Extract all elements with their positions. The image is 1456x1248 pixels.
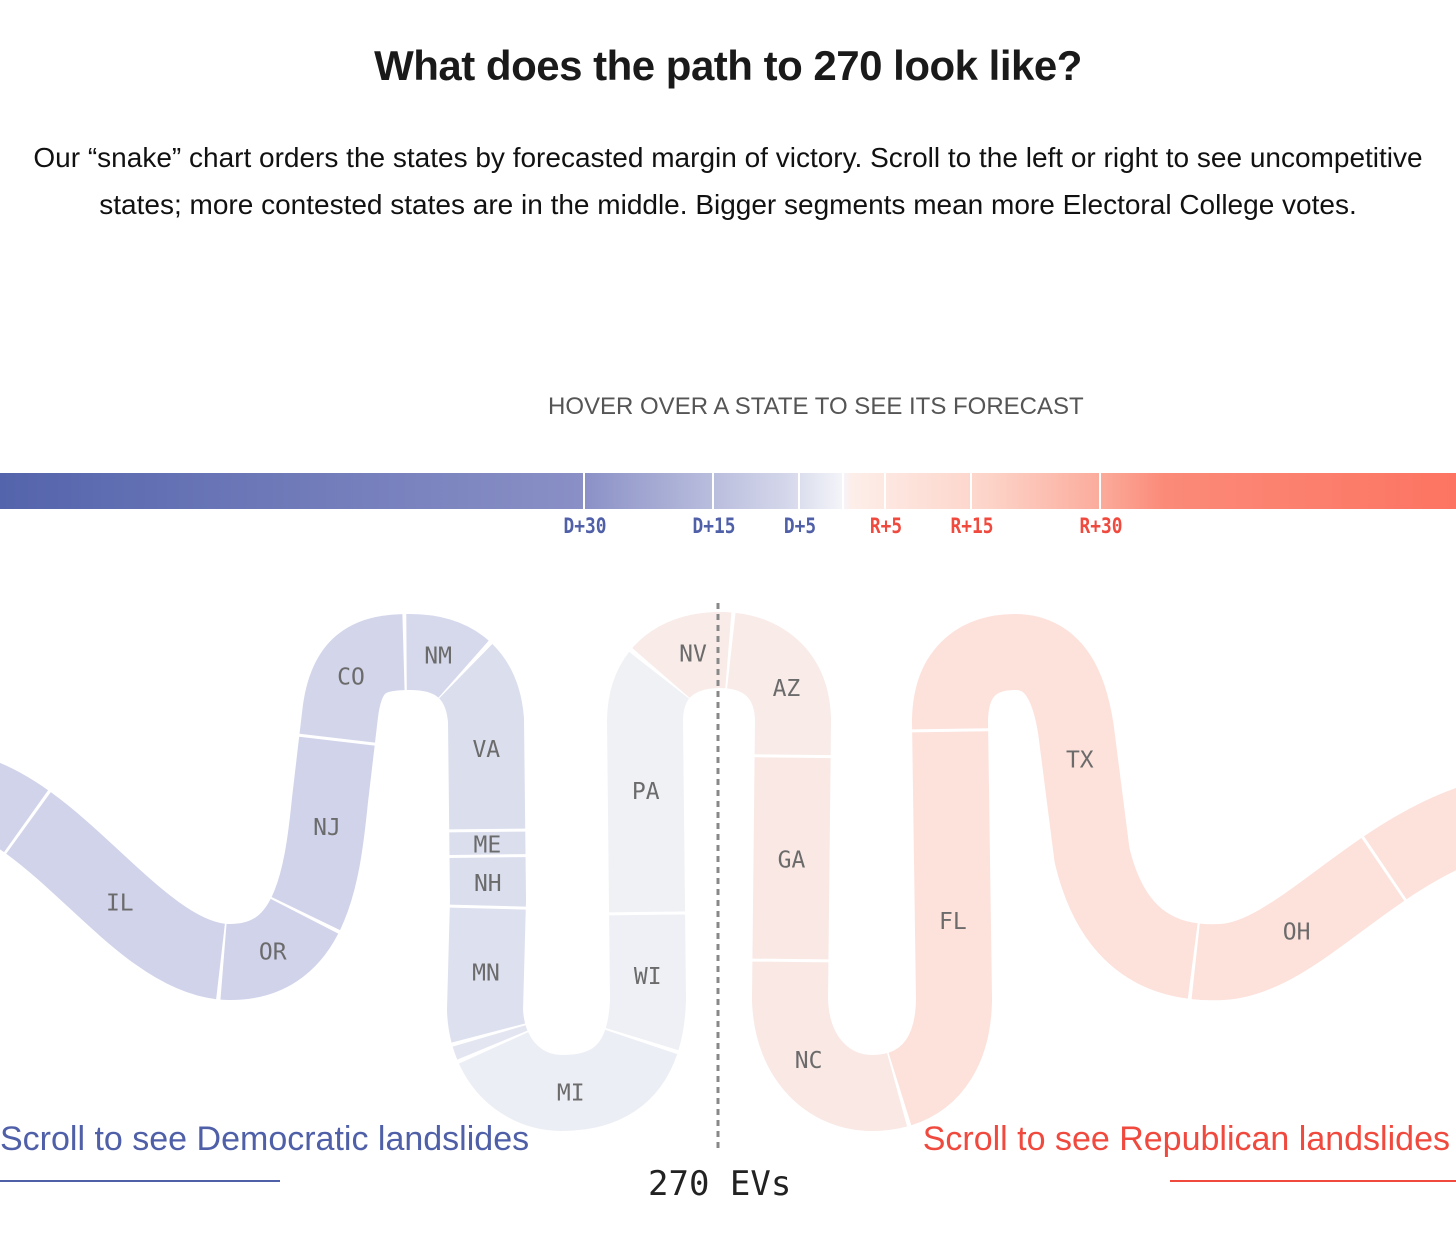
state-label: TX: [1066, 748, 1094, 774]
state-label: ME: [474, 833, 502, 859]
scroll-left-link[interactable]: Scroll to see Democratic landslides: [0, 1120, 530, 1158]
scale-divider: [583, 473, 585, 509]
state-label: NC: [795, 1048, 823, 1074]
state-label: MN: [472, 960, 500, 986]
state-label: OH: [1283, 919, 1311, 945]
scale-divider: [884, 473, 886, 509]
scroll-right-link[interactable]: Scroll to see Republican landslides: [922, 1120, 1450, 1158]
state-segment[interactable]: [0, 611, 1456, 1132]
state-segment-fl[interactable]: [0, 611, 1456, 1132]
margin-color-scale: [0, 473, 1456, 509]
state-label: IL: [106, 891, 134, 917]
scale-divider: [842, 473, 844, 509]
state-label: FL: [939, 909, 967, 935]
scale-tick-label: D+30: [563, 514, 607, 538]
scale-divider: [970, 473, 972, 509]
state-segment-wi[interactable]: [0, 611, 1456, 1132]
state-segment[interactable]: [0, 611, 1456, 1132]
state-segment-mn[interactable]: [0, 611, 1456, 1132]
state-label: NM: [424, 644, 452, 670]
state-segment-nj[interactable]: [0, 611, 1456, 1132]
scale-divider: [712, 473, 714, 509]
scale-divider: [1099, 473, 1101, 509]
scale-divider: [798, 473, 800, 509]
state-segment-va[interactable]: [0, 611, 1456, 1132]
page-title: What does the path to 270 look like?: [374, 42, 1082, 89]
state-segment-oh[interactable]: [0, 611, 1456, 1132]
scale-tick-label: D+5: [783, 514, 817, 538]
state-segment-co[interactable]: [0, 611, 1456, 1132]
state-label: CO: [337, 664, 365, 690]
scale-tick-label: R+30: [1079, 514, 1123, 538]
state-segment-me[interactable]: [0, 611, 1456, 1132]
hover-prompt: HOVER OVER A STATE TO SEE ITS FORECAST: [548, 393, 1084, 420]
description: Our “snake” chart orders the states by f…: [33, 142, 1423, 220]
state-label: MI: [557, 1081, 585, 1107]
state-label: OR: [259, 939, 287, 965]
state-segment-nv[interactable]: [0, 611, 1456, 1132]
state-segment-il[interactable]: [0, 611, 1456, 1132]
scale-tick-label: D+15: [692, 514, 736, 538]
state-label: GA: [778, 847, 806, 873]
state-label: AZ: [773, 676, 801, 702]
state-segment-az[interactable]: [0, 611, 1456, 1132]
state-label: WI: [634, 964, 662, 990]
state-segment-nm[interactable]: [0, 611, 1456, 1132]
scale-tick-label: R+5: [869, 514, 903, 538]
state-segment[interactable]: [0, 611, 1456, 1132]
state-label: NV: [679, 641, 707, 667]
state-label: VA: [472, 737, 500, 763]
state-segment-nc[interactable]: [0, 611, 1456, 1132]
state-label: PA: [632, 779, 660, 805]
scale-tick-label: R+15: [950, 514, 994, 538]
state-segment-or[interactable]: [0, 611, 1456, 1132]
state-label: NJ: [313, 815, 341, 841]
state-segment-tx[interactable]: [0, 611, 1456, 1132]
threshold-label: 270 EVs: [648, 1164, 792, 1204]
state-segment-pa[interactable]: [0, 611, 1456, 1132]
state-segment-ga[interactable]: [0, 611, 1456, 1132]
state-segment-mi[interactable]: [0, 611, 1456, 1132]
scroll-left-rule: [0, 1180, 280, 1182]
state-segment-nh[interactable]: [0, 611, 1456, 1132]
scroll-right-rule: [1170, 1180, 1456, 1182]
state-label: NH: [474, 871, 502, 897]
